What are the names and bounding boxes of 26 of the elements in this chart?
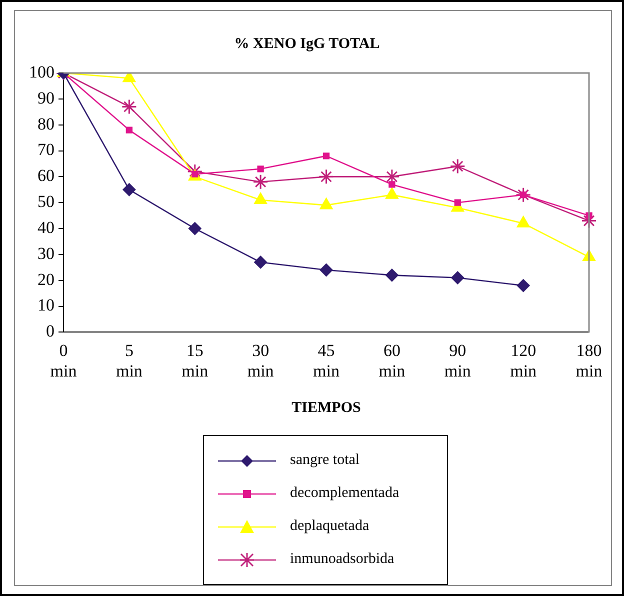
y-tick-label: 40 bbox=[38, 218, 54, 237]
x-axis-title: TIEMPOS bbox=[292, 400, 361, 416]
y-tick-label: 90 bbox=[38, 88, 54, 108]
x-tick-label: 15 min bbox=[182, 340, 209, 380]
x-tick-label: 120 min bbox=[510, 340, 538, 380]
y-tick-label: 70 bbox=[38, 140, 54, 160]
y-tick-label: 50 bbox=[38, 192, 54, 212]
y-tick-label: 0 bbox=[46, 322, 54, 341]
x-tick-label: 60 min bbox=[378, 340, 406, 380]
y-tick-label: 100 bbox=[29, 62, 54, 82]
legend-label: sangre total bbox=[290, 452, 360, 469]
y-tick-label: 10 bbox=[38, 296, 54, 315]
y-tick-label: 20 bbox=[38, 270, 54, 289]
y-tick-label: 60 bbox=[38, 166, 54, 186]
x-tick-label: 30 min bbox=[247, 340, 274, 380]
chart-title: % XENO IgG TOTAL bbox=[234, 36, 380, 52]
x-tick-label: 90 min bbox=[444, 340, 472, 380]
legend-label: deplaquetada bbox=[290, 518, 370, 535]
x-tick-label: 180 min bbox=[576, 340, 603, 380]
legend-label: inmunoadsorbida bbox=[290, 551, 394, 568]
y-tick-label: 80 bbox=[38, 114, 54, 134]
x-tick-label: 0 min bbox=[50, 340, 78, 380]
x-tick-label: 45 min bbox=[313, 340, 340, 380]
x-tick-label: 5 min bbox=[116, 340, 143, 380]
legend-label: decomplementada bbox=[290, 485, 400, 502]
y-tick-label: 30 bbox=[38, 244, 54, 263]
